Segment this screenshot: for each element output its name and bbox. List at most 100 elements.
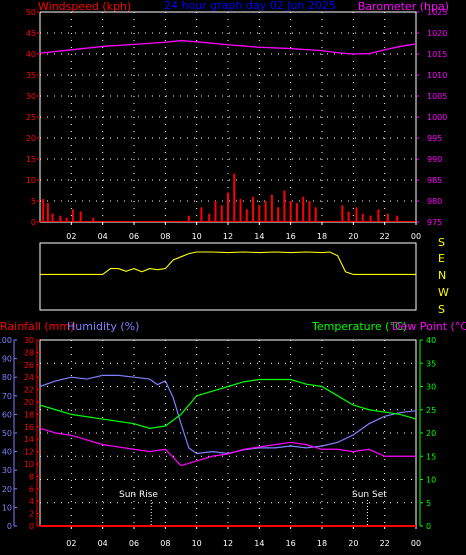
windspeed-bar [270,194,273,222]
windspeed-bar [308,201,311,222]
humidity-tick-label: 60 [2,410,12,419]
rainfall-tick-label: 20 [24,398,34,407]
temperature-tick-label: 10 [426,476,436,485]
windspeed-bar [258,205,261,222]
temperature-tick-label: 25 [426,406,436,415]
windspeed-bar [245,209,248,222]
temperature-tick-label: 15 [426,452,436,461]
rainfall-tick-label: 18 [24,410,34,419]
panel3-x-tick-label: 04 [98,539,108,548]
panel3-x-tick-label: 08 [160,539,170,548]
rainfall-tick-label: 6 [29,485,34,494]
panel1-x-tick-label: 06 [129,232,139,241]
windspeed-tick-label: 5 [31,197,36,206]
barometer-tick-label: 980 [427,197,442,206]
windspeed-bar [214,201,217,222]
windspeed-bar [220,205,223,222]
windspeed-tick-label: 25 [26,113,36,122]
rainfall-tick-label: 2 [29,510,34,519]
temperature-axis-title: Temperature (°C) [311,320,407,333]
rainfall-tick-label: 8 [29,472,34,481]
windspeed-bar [51,213,54,222]
humidity-tick-label: 0 [7,522,12,531]
barometer-tick-label: 975 [427,218,442,227]
panel1-x-tick-label: 22 [380,232,390,241]
humidity-tick-label: 100 [0,336,12,345]
windspeed-bar [341,205,344,222]
windspeed-tick-label: 40 [26,50,36,59]
rainfall-tick-label: 0 [29,522,34,531]
rainfall-tick-label: 24 [24,373,34,382]
panel1-x-tick-label: 02 [66,232,76,241]
panel3-x-tick-label: 02 [66,539,76,548]
windspeed-tick-label: 50 [26,8,36,17]
humidity-tick-label: 10 [2,503,12,512]
panel3-x-tick-label: 14 [254,539,264,548]
rainfall-tick-label: 28 [24,348,34,357]
chart-title: 24 hour graph day 02 Jun 2025 [164,0,336,12]
panel3-x-tick-label: 12 [223,539,233,548]
humidity-axis-title: Humidity (%) [67,320,139,333]
panel1-x-tick-label: 14 [254,232,264,241]
humidity-tick-label: 80 [2,373,12,382]
barometer-tick-label: 1000 [427,113,447,122]
panel2-frame [39,242,417,311]
windspeed-bar [233,173,236,222]
barometer-axis-title: Barometer (hpa) [358,0,449,13]
windspeed-tick-label: 20 [26,134,36,143]
rainfall-tick-label: 26 [24,361,34,370]
windspeed-bar [302,196,305,222]
windspeed-bar [355,207,358,222]
windspeed-bar [92,217,95,222]
panel1-x-tick-label: 04 [98,232,108,241]
panel3-x-tick-label: 10 [192,539,202,548]
windspeed-bar [79,211,82,222]
temperature-line [39,378,417,429]
windspeed-tick-label: 15 [26,155,36,164]
windspeed-bar [277,207,280,222]
panel3-x-tick-label: 22 [380,539,390,548]
humidity-tick-label: 40 [2,448,12,457]
windspeed-bar [227,192,229,222]
rainfall-tick-label: 22 [24,386,34,395]
temperature-tick-label: 5 [426,499,431,508]
windspeed-bar [314,207,317,222]
panel1-x-tick-label: 18 [317,232,327,241]
windspeed-bar [361,213,364,222]
panel1-x-tick-label: 00 [411,232,421,241]
barometer-tick-label: 995 [427,134,442,143]
rainfall-tick-label: 14 [24,435,34,444]
humidity-tick-label: 70 [2,392,12,401]
direction-label-w: W [438,286,449,299]
direction-label-s-top: S [438,236,445,249]
rainfall-tick-label: 4 [29,497,34,506]
temperature-tick-label: 40 [426,336,436,345]
temperature-tick-label: 20 [426,429,436,438]
windspeed-bar [71,209,74,222]
sunset-label: Sun Set [352,490,387,500]
windspeed-bar [59,215,62,222]
panel3-x-tick-label: 20 [348,539,358,548]
sunrise-label: Sun Rise [119,490,158,500]
windspeed-bar [396,215,399,222]
windspeed-bar [295,203,298,222]
windspeed-bar [289,201,292,222]
windspeed-bar [369,215,372,222]
windspeed-bar [46,203,49,222]
barometer-tick-label: 1010 [427,71,447,80]
panel3-x-tick-label: 00 [411,539,421,548]
temperature-tick-label: 35 [426,359,436,368]
windspeed-bar [252,196,255,222]
windspeed-bar [386,213,389,222]
windspeed-bar [264,201,267,222]
panel3-x-tick-label: 16 [286,539,296,548]
rainfall-tick-label: 16 [24,423,34,432]
rainfall-tick-label: 12 [24,448,34,457]
dewpoint-line [39,427,416,467]
windspeed-tick-label: 35 [26,71,36,80]
windspeed-bar [187,215,190,222]
barometer-tick-label: 1020 [427,29,447,38]
dewpoint-axis-title: Dew Point (°C) [392,320,466,333]
windspeed-bar [200,207,203,222]
